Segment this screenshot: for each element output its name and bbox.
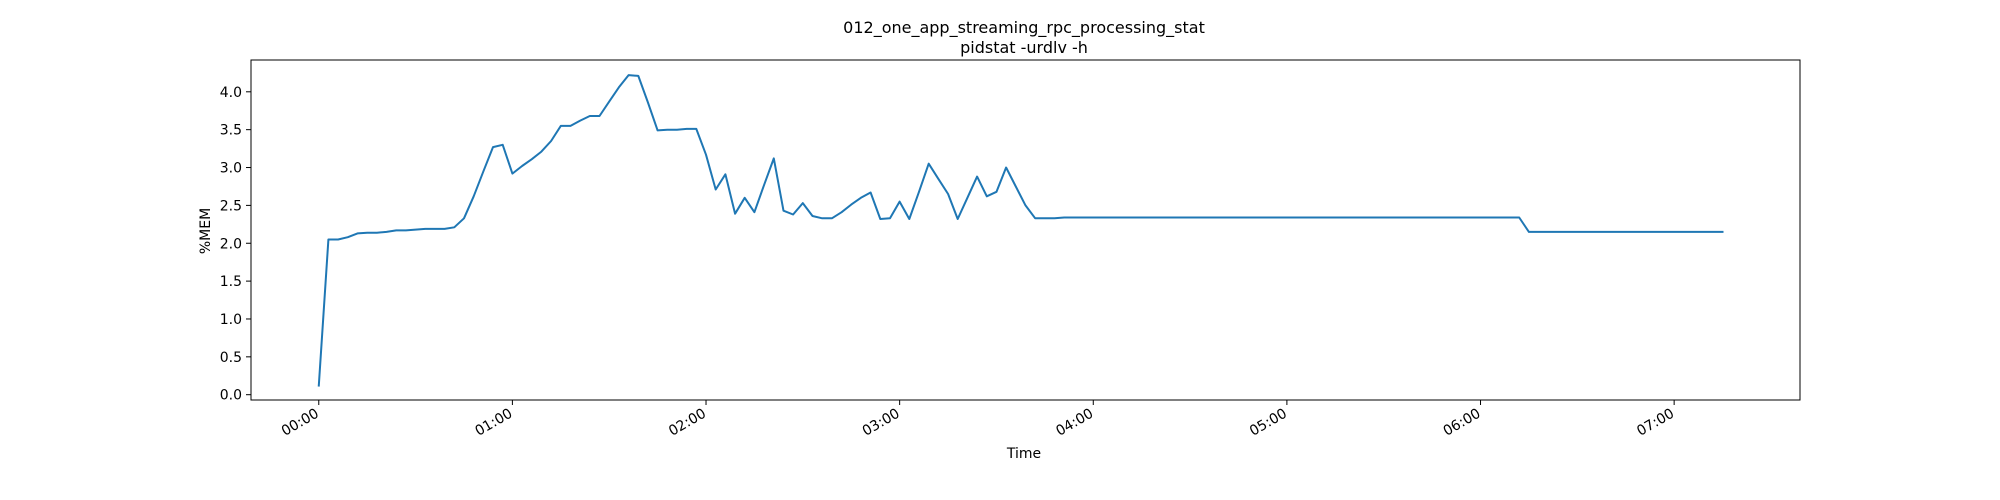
y-tick-label: 3.0 — [220, 161, 242, 177]
y-axis-label: %MEM — [198, 208, 214, 254]
y-tick-label: 1.0 — [220, 312, 242, 328]
x-tick-label: 04:00 — [1053, 406, 1096, 440]
y-tick-label: 0.5 — [220, 350, 242, 366]
y-tick-label: 3.5 — [220, 123, 242, 139]
plot-frame — [250, 59, 1801, 401]
y-tick-label: 0.0 — [220, 388, 242, 404]
y-tick-label: 2.0 — [220, 236, 242, 252]
x-tick-label: 06:00 — [1441, 406, 1484, 440]
y-tick-label: 4.0 — [220, 85, 242, 101]
chart-title: 012_one_app_streaming_rpc_processing_sta… — [843, 18, 1205, 38]
chart-subtitle: pidstat -urdlv -h — [960, 38, 1088, 57]
series-line-0 — [317, 74, 1724, 387]
x-axis-label: Time — [1006, 446, 1041, 462]
x-tick-label: 05:00 — [1247, 406, 1290, 440]
x-tick-label: 01:00 — [472, 406, 515, 440]
plot-area: 0.0 0.5 1.0 1.5 2.0 2.5 3.0 3.5 4.0 00:00 01:00 02:… — [220, 59, 1801, 440]
x-tick-label: 02:00 — [666, 406, 709, 440]
y-tick-label: 1.5 — [220, 274, 242, 290]
x-tick-label: 00:00 — [279, 406, 322, 440]
y-tick-label: 2.5 — [220, 198, 242, 214]
x-tick-label: 07:00 — [1634, 406, 1677, 440]
x-tick-label: 03:00 — [860, 406, 903, 440]
